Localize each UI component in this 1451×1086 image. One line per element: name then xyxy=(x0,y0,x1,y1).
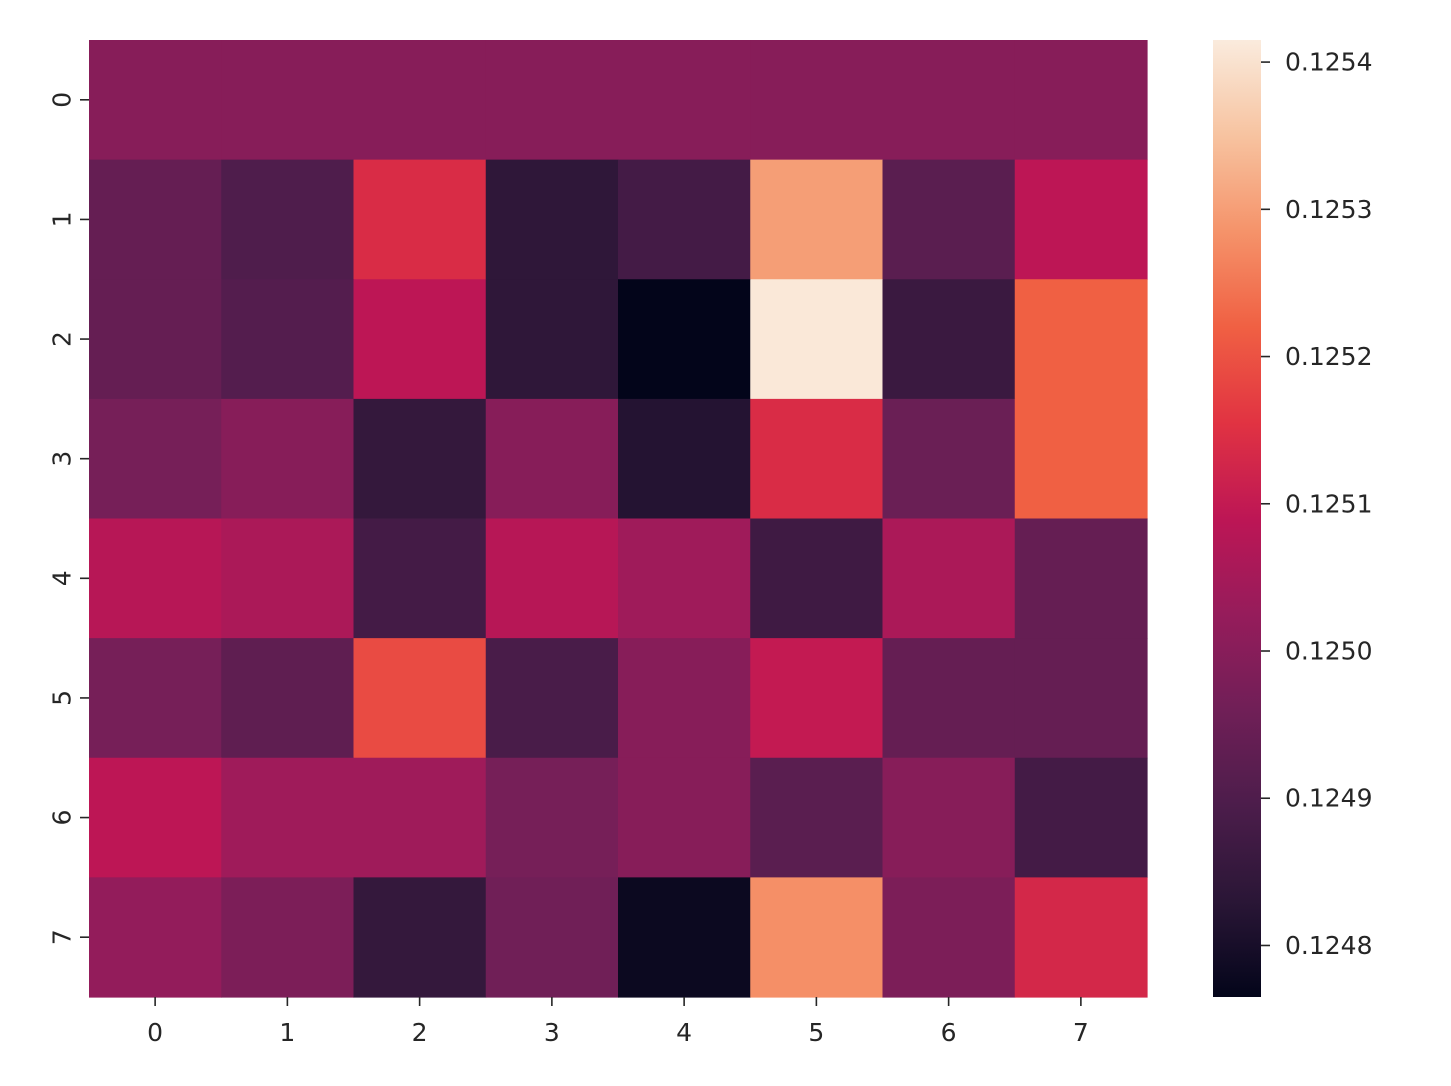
heatmap-cell-r0-c5 xyxy=(750,40,884,161)
heatmap-cell-r2-c5 xyxy=(750,279,884,400)
heatmap-cell-r5-c4 xyxy=(618,638,751,759)
heatmap-cell-r5-c3 xyxy=(485,638,619,759)
x-tick-label: 6 xyxy=(941,1018,957,1047)
heatmap-cell-r7-c2 xyxy=(353,877,487,998)
heatmap-cell-r1-c1 xyxy=(221,159,355,280)
heatmap-cells xyxy=(89,40,1148,998)
heatmap-cell-r4-c7 xyxy=(1014,518,1148,639)
colorbar-tick-label: 0.1251 xyxy=(1285,489,1372,518)
x-tick-label: 2 xyxy=(412,1018,428,1047)
x-axis: 0 1 2 3 4 5 6 7 xyxy=(147,997,1089,1047)
heatmap-cell-r4-c2 xyxy=(353,518,487,639)
heatmap-cell-r0-c4 xyxy=(618,40,751,161)
heatmap-cell-r6-c6 xyxy=(882,757,1016,878)
heatmap-cell-r0-c2 xyxy=(353,40,487,161)
colorbar-tick-label: 0.1249 xyxy=(1285,784,1372,813)
x-tick-label: 4 xyxy=(676,1018,692,1047)
heatmap-cell-r7-c1 xyxy=(221,877,355,998)
heatmap-cell-r2-c1 xyxy=(221,279,355,400)
heatmap-cell-r1-c0 xyxy=(89,159,222,280)
heatmap-cell-r5-c1 xyxy=(221,638,355,759)
heatmap-cell-r4-c5 xyxy=(750,518,884,639)
heatmap-cell-r6-c1 xyxy=(221,757,355,878)
heatmap-cell-r3-c1 xyxy=(221,398,355,520)
heatmap-cell-r5-c7 xyxy=(1014,638,1148,759)
colorbar-tick-label: 0.1254 xyxy=(1285,48,1372,77)
heatmap-cell-r6-c7 xyxy=(1014,757,1148,878)
heatmap-cell-r2-c3 xyxy=(485,279,619,400)
heatmap-cell-r2-c7 xyxy=(1014,279,1148,400)
heatmap-cell-r6-c4 xyxy=(618,757,751,878)
heatmap-cell-r1-c3 xyxy=(485,159,619,280)
heatmap-cell-r5-c5 xyxy=(750,638,884,759)
y-tick-label: 6 xyxy=(48,810,77,826)
heatmap-cell-r7-c4 xyxy=(618,877,751,998)
heatmap-cell-r0-c7 xyxy=(1014,40,1148,161)
heatmap-cell-r7-c5 xyxy=(750,877,884,998)
heatmap-cell-r7-c6 xyxy=(882,877,1016,998)
heatmap-cell-r2-c6 xyxy=(882,279,1016,400)
heatmap-cell-r4-c4 xyxy=(618,518,751,639)
heatmap-cell-r2-c2 xyxy=(353,279,487,400)
heatmap-cell-r1-c4 xyxy=(618,159,751,280)
heatmap-cell-r3-c0 xyxy=(89,398,222,520)
heatmap-cell-r6-c0 xyxy=(89,757,222,878)
heatmap-cell-r4-c1 xyxy=(221,518,355,639)
y-tick-label: 7 xyxy=(48,929,77,945)
heatmap-cell-r1-c6 xyxy=(882,159,1016,280)
heatmap-cell-r6-c3 xyxy=(485,757,619,878)
y-tick-label: 5 xyxy=(48,690,77,706)
heatmap-cell-r1-c5 xyxy=(750,159,884,280)
heatmap-cell-r4-c3 xyxy=(485,518,619,639)
y-tick-label: 2 xyxy=(48,331,77,347)
heatmap-cell-r5-c6 xyxy=(882,638,1016,759)
colorbar-tick-label: 0.1253 xyxy=(1285,195,1372,224)
heatmap-cell-r1-c2 xyxy=(353,159,487,280)
heatmap-cell-r7-c7 xyxy=(1014,877,1148,998)
heatmap-cell-r0-c3 xyxy=(485,40,619,161)
x-tick-label: 1 xyxy=(279,1018,295,1047)
heatmap-cell-r3-c5 xyxy=(750,398,884,520)
heatmap-cell-r3-c2 xyxy=(353,398,487,520)
y-axis: 0 1 2 3 4 5 6 7 xyxy=(48,92,89,945)
heatmap-cell-r2-c0 xyxy=(89,279,222,400)
heatmap-cell-r1-c7 xyxy=(1014,159,1148,280)
heatmap-cell-r0-c6 xyxy=(882,40,1016,161)
y-tick-label: 1 xyxy=(48,211,77,227)
y-tick-label: 4 xyxy=(48,570,77,586)
heatmap-cell-r3-c4 xyxy=(618,398,751,520)
x-tick-label: 3 xyxy=(544,1018,560,1047)
x-tick-label: 5 xyxy=(808,1018,824,1047)
heatmap-cell-r6-c5 xyxy=(750,757,884,878)
heatmap-cell-r5-c2 xyxy=(353,638,487,759)
colorbar-axis: 0.1248 0.1249 0.1250 0.1251 0.1252 0.1253 0.12… xyxy=(1261,48,1372,960)
colorbar-tick-label: 0.1250 xyxy=(1285,637,1372,666)
heatmap-cell-r3-c3 xyxy=(485,398,619,520)
heatmap-cell-r4-c6 xyxy=(882,518,1016,639)
heatmap-cell-r0-c0 xyxy=(89,40,222,161)
colorbar xyxy=(1213,40,1261,997)
heatmap-cell-r3-c7 xyxy=(1014,398,1148,520)
heatmap-cell-r0-c1 xyxy=(221,40,355,161)
heatmap-cell-r4-c0 xyxy=(89,518,222,639)
heatmap-cell-r5-c0 xyxy=(89,638,222,759)
colorbar-tick-label: 0.1248 xyxy=(1285,931,1372,960)
heatmap-cell-r3-c6 xyxy=(882,398,1016,520)
y-tick-label: 0 xyxy=(48,92,77,108)
y-tick-label: 3 xyxy=(48,451,77,467)
x-tick-label: 0 xyxy=(147,1018,163,1047)
heatmap-cell-r2-c4 xyxy=(618,279,751,400)
heatmap-cell-r6-c2 xyxy=(353,757,487,878)
heatmap-cell-r7-c0 xyxy=(89,877,222,998)
colorbar-tick-label: 0.1252 xyxy=(1285,342,1372,371)
heatmap-cell-r7-c3 xyxy=(485,877,619,998)
x-tick-label: 7 xyxy=(1073,1018,1089,1047)
